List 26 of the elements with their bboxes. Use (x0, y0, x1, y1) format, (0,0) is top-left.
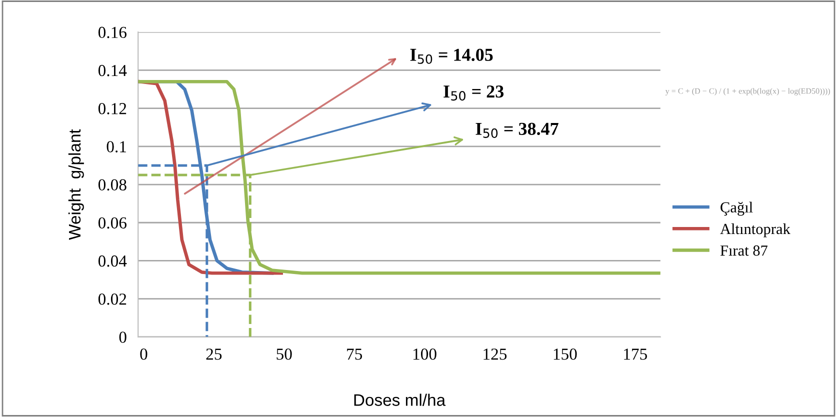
legend-label: Altıntoprak (720, 223, 790, 238)
x-tick-label: 175 (624, 348, 647, 360)
y-tick-label: 0.14 (98, 64, 127, 76)
annotation: I$_{50}$ = 14.05 (410, 48, 493, 64)
x-tick-label: 100 (413, 348, 436, 360)
x-tick-label: 0 (140, 348, 148, 360)
x-tick-label: 125 (484, 348, 507, 360)
y-tick-label: 0.02 (98, 294, 126, 305)
annotation: I$_{50}$ = 38.47 (476, 122, 558, 138)
y-tick-label: 0.08 (98, 179, 126, 191)
text: y = C + (D − C) / (1 + exp(b(log(x) − log(ED50)))) (665, 88, 830, 96)
y-tick-label: 0.04 (98, 255, 127, 267)
annotation: I$_{50}$ = 23 (444, 85, 504, 101)
x-axis-title: Doses ml/ha (354, 394, 446, 406)
y-axis-title: Weight g/plant (68, 129, 84, 240)
legend-label: Çağıl (720, 202, 753, 216)
y-tick-label: 0.1 (106, 141, 126, 152)
y-tick-label: 0.16 (98, 26, 126, 38)
x-tick-label: 75 (347, 348, 362, 360)
legend-label: Fırat 87 (720, 245, 768, 256)
y-tick-label: 0.06 (98, 217, 126, 229)
x-tick-label: 25 (206, 348, 222, 360)
x-tick-label: 150 (554, 348, 577, 360)
y-tick-label: 0.12 (98, 103, 126, 114)
y-tick-label: 0 (119, 332, 126, 343)
x-tick-label: 50 (276, 348, 292, 360)
